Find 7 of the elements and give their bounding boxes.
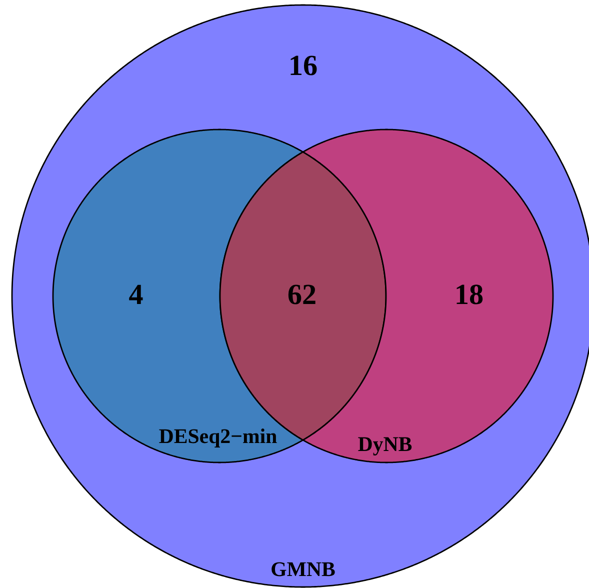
data-label: 62 bbox=[288, 284, 316, 304]
data-label: 4 bbox=[129, 284, 143, 304]
category-label: DESeq2−min bbox=[159, 428, 277, 448]
data-label: 16 bbox=[290, 56, 317, 76]
category-label: DyNB bbox=[358, 437, 412, 456]
category-label: GMNB bbox=[272, 562, 335, 576]
data-label: 18 bbox=[456, 284, 483, 304]
